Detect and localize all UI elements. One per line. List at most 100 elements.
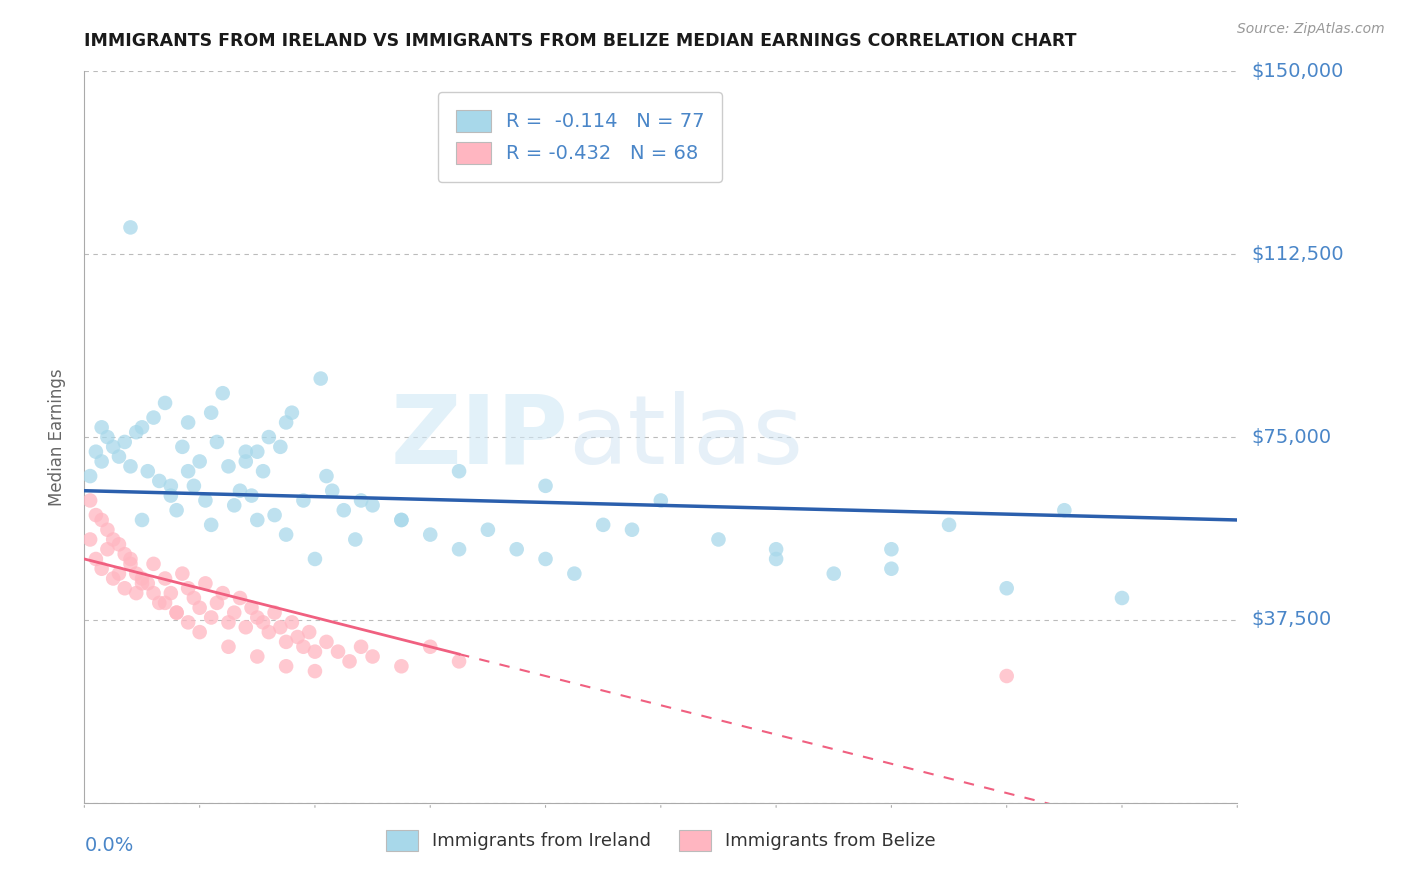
Point — [183, 591, 205, 605]
Point — [194, 493, 217, 508]
Point — [339, 654, 361, 668]
Point — [823, 566, 845, 581]
Point — [650, 493, 672, 508]
Point — [235, 444, 257, 458]
Text: $75,000: $75,000 — [1251, 427, 1331, 447]
Point — [218, 640, 240, 654]
Point — [131, 420, 153, 434]
Legend: Immigrants from Ireland, Immigrants from Belize: Immigrants from Ireland, Immigrants from… — [377, 821, 945, 860]
Point — [361, 649, 384, 664]
Point — [125, 425, 148, 440]
Point — [592, 517, 614, 532]
Point — [177, 464, 200, 478]
Point — [125, 566, 148, 581]
Point — [292, 640, 315, 654]
Point — [304, 552, 326, 566]
Point — [194, 576, 217, 591]
Point — [160, 479, 183, 493]
Point — [108, 537, 131, 551]
Point — [350, 640, 373, 654]
Point — [183, 479, 205, 493]
Point — [246, 444, 269, 458]
Point — [419, 527, 441, 541]
Point — [218, 459, 240, 474]
Point — [246, 513, 269, 527]
Point — [103, 440, 124, 454]
Point — [880, 562, 903, 576]
Point — [246, 610, 269, 624]
Text: Source: ZipAtlas.com: Source: ZipAtlas.com — [1237, 22, 1385, 37]
Point — [564, 566, 586, 581]
Point — [160, 586, 183, 600]
Point — [142, 586, 165, 600]
Point — [229, 591, 252, 605]
Point — [235, 620, 257, 634]
Point — [344, 533, 367, 547]
Point — [449, 464, 471, 478]
Point — [707, 533, 730, 547]
Point — [96, 542, 118, 557]
Point — [333, 503, 356, 517]
Point — [205, 596, 228, 610]
Point — [477, 523, 499, 537]
Point — [252, 464, 274, 478]
Point — [240, 600, 263, 615]
Point — [326, 645, 349, 659]
Point — [263, 606, 285, 620]
Point — [114, 434, 136, 449]
Point — [321, 483, 343, 498]
Point — [90, 420, 112, 434]
Point — [148, 474, 170, 488]
Point — [304, 645, 326, 659]
Point — [188, 625, 211, 640]
Point — [120, 552, 142, 566]
Point — [315, 469, 337, 483]
Point — [269, 440, 291, 454]
Point — [90, 513, 112, 527]
Text: ZIP: ZIP — [391, 391, 568, 483]
Point — [177, 615, 200, 630]
Point — [108, 566, 131, 581]
Point — [449, 654, 471, 668]
Point — [79, 469, 101, 483]
Point — [506, 542, 529, 557]
Text: $37,500: $37,500 — [1251, 610, 1331, 630]
Point — [391, 513, 413, 527]
Point — [136, 576, 159, 591]
Point — [298, 625, 321, 640]
Text: IMMIGRANTS FROM IRELAND VS IMMIGRANTS FROM BELIZE MEDIAN EARNINGS CORRELATION CH: IMMIGRANTS FROM IRELAND VS IMMIGRANTS FR… — [84, 32, 1077, 50]
Point — [120, 557, 142, 571]
Point — [131, 576, 153, 591]
Point — [315, 635, 337, 649]
Point — [177, 581, 200, 595]
Point — [205, 434, 228, 449]
Point — [84, 552, 107, 566]
Point — [160, 489, 183, 503]
Point — [96, 523, 118, 537]
Point — [765, 542, 787, 557]
Point — [224, 606, 246, 620]
Point — [177, 416, 200, 430]
Point — [153, 572, 176, 586]
Text: atlas: atlas — [568, 391, 804, 483]
Point — [114, 581, 136, 595]
Point — [534, 552, 557, 566]
Point — [136, 464, 159, 478]
Point — [263, 508, 285, 522]
Point — [84, 508, 107, 522]
Point — [131, 572, 153, 586]
Point — [172, 440, 194, 454]
Point — [281, 615, 304, 630]
Point — [391, 659, 413, 673]
Point — [114, 547, 136, 561]
Point — [765, 552, 787, 566]
Point — [257, 625, 280, 640]
Point — [218, 615, 240, 630]
Point — [235, 454, 257, 468]
Point — [309, 371, 332, 385]
Text: 0.0%: 0.0% — [84, 836, 134, 855]
Point — [90, 562, 112, 576]
Point — [103, 572, 124, 586]
Point — [281, 406, 304, 420]
Point — [240, 489, 263, 503]
